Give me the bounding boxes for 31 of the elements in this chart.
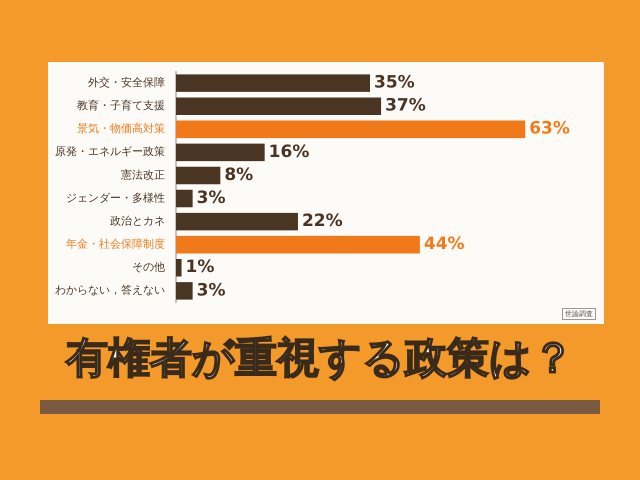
bar bbox=[176, 190, 193, 208]
y-tick-label: 政治とカネ bbox=[110, 214, 165, 228]
data-label: 16% bbox=[268, 142, 310, 162]
bar bbox=[176, 120, 526, 138]
y-tick-label: 教育・子育て支援 bbox=[77, 99, 165, 112]
y-tick-label: その他 bbox=[132, 260, 165, 274]
text: 有権者が重視する政策は？ bbox=[64, 332, 575, 384]
bar bbox=[176, 144, 265, 162]
y-tick-label: ジェンダー・多様性 bbox=[66, 191, 165, 204]
data-label: 22% bbox=[302, 211, 343, 232]
y-tick-label: 景気・物価高対策 bbox=[77, 122, 165, 136]
bar bbox=[176, 74, 370, 92]
data-label: 3% bbox=[196, 280, 226, 300]
bar bbox=[176, 166, 220, 184]
data-label: 1% bbox=[186, 257, 214, 278]
bar bbox=[176, 236, 420, 254]
data-label: 35% bbox=[374, 72, 415, 93]
data-label: 3% bbox=[196, 188, 226, 208]
bar bbox=[176, 282, 193, 300]
data-label: 44% bbox=[424, 234, 465, 254]
y-tick-label: 原発・エネルギー政策 bbox=[55, 145, 165, 158]
y-tick-label: わからない，答えない bbox=[55, 284, 165, 297]
data-label: 37% bbox=[385, 96, 426, 116]
data-label: 63% bbox=[529, 118, 570, 139]
y-tick-label: 年金・社会保障制度 bbox=[66, 238, 165, 251]
y-tick-label: 憲法改正 bbox=[120, 168, 165, 182]
bar bbox=[176, 212, 298, 230]
data-label: 8% bbox=[224, 164, 254, 185]
bar bbox=[176, 97, 382, 115]
bar bbox=[176, 259, 182, 277]
y-tick-label: 外交・安全保障 bbox=[88, 76, 165, 89]
